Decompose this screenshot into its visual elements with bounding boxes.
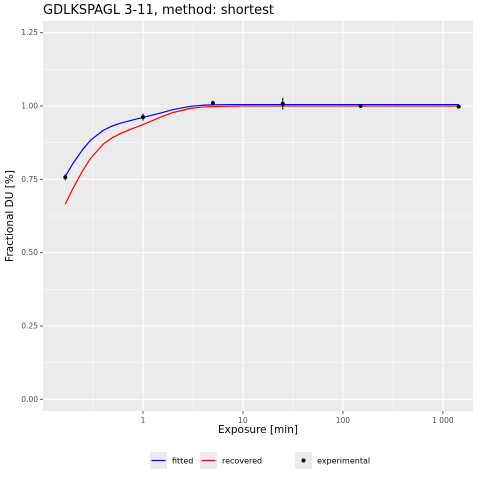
legend-label-experimental: experimental [317,457,370,466]
y-tick-label: 1.00 [21,102,38,111]
x-tick-label: 100 [336,416,351,425]
chart-title: GDLKSPAGL 3-11, method: shortest [43,3,274,18]
y-tick-label: 0.50 [21,248,38,257]
series-points [63,97,461,181]
y-axis: 0.00 0.25 0.50 0.75 1.00 1.25 [21,28,43,404]
y-tick-label: 0.00 [21,395,38,404]
legend-label-recovered: recovered [222,457,262,466]
grid-minor [43,21,473,411]
x-tick-label: 1 [141,416,146,425]
experimental-point [456,104,461,109]
experimental-point [358,104,363,109]
y-tick-label: 0.75 [21,175,38,184]
y-tick-label: 1.25 [21,28,38,37]
legend-label-fitted: fitted [172,457,193,466]
y-tick-label: 0.25 [21,321,38,330]
experimental-point [63,175,68,180]
experimental-point [210,101,215,106]
legend-swatch-experimental [301,458,306,463]
x-tick-label: 10 [238,416,248,425]
legend: fitted recovered experimental [150,452,370,469]
x-axis: 1 10 100 1 000 [141,411,454,425]
grid-major [43,21,473,411]
y-axis-title: Fractional DU [%] [4,170,16,262]
experimental-point [140,115,145,120]
experimental-point [280,101,285,106]
x-axis-title: Exposure [min] [218,424,298,436]
x-tick-label: 1 000 [432,416,454,425]
